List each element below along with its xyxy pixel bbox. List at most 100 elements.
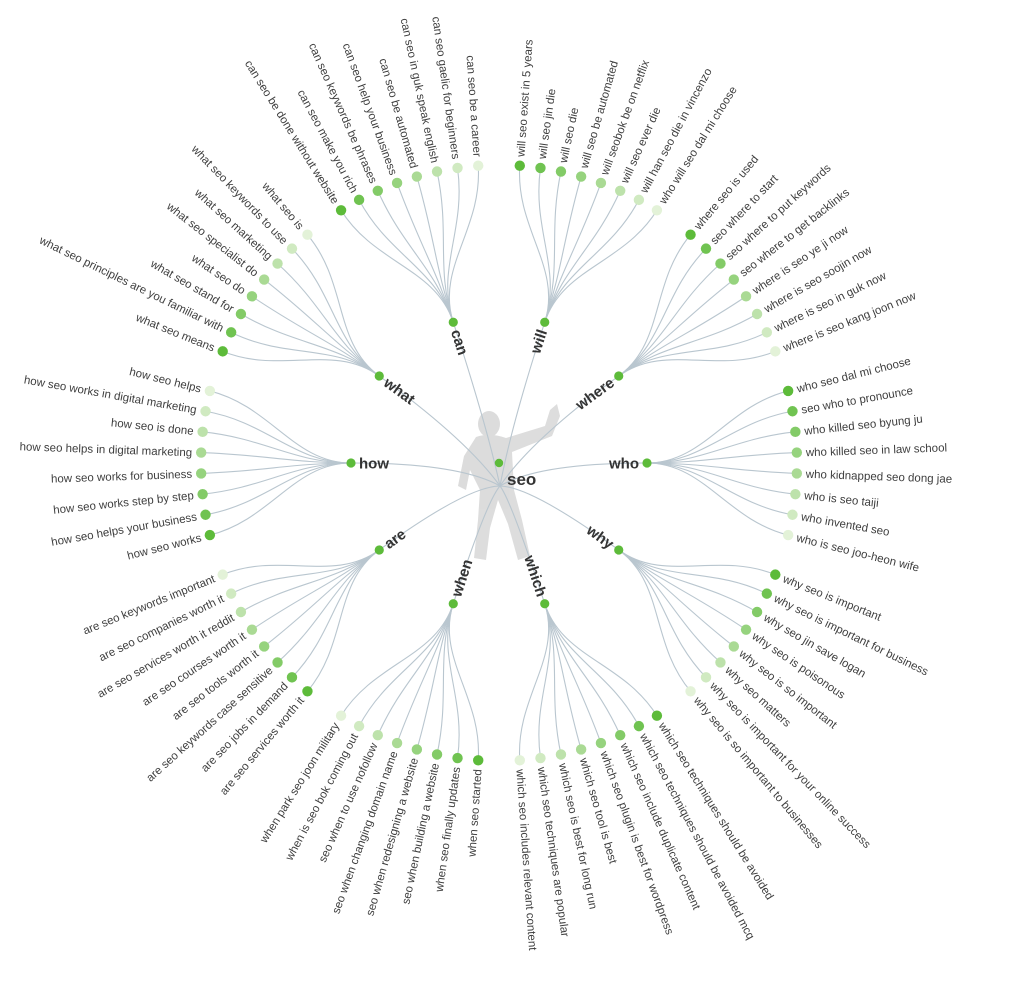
leaf-dot[interactable] <box>761 588 773 599</box>
leaf-dot[interactable] <box>200 509 211 520</box>
leaf-label[interactable]: will seo die <box>558 107 582 165</box>
leaf-dot[interactable] <box>770 346 781 357</box>
branch-label-can[interactable]: can <box>447 327 471 357</box>
leaf-dot[interactable] <box>195 468 207 479</box>
leaf-dot[interactable] <box>302 686 313 697</box>
leaf-dot[interactable] <box>391 177 403 189</box>
leaf-label[interactable]: when seo started <box>466 769 484 858</box>
leaf-dot[interactable] <box>633 194 645 206</box>
leaf-dot[interactable] <box>431 749 443 760</box>
root-dot[interactable] <box>494 458 504 468</box>
leaf-label[interactable]: who killed seo in law school <box>805 442 948 459</box>
leaf-dot[interactable] <box>751 308 763 320</box>
leaf-label[interactable]: can seo be a career <box>463 55 482 157</box>
leaf-dot[interactable] <box>372 185 383 196</box>
leaf-dot[interactable] <box>473 755 484 766</box>
leaf-dot[interactable] <box>200 406 211 417</box>
leaf-dot[interactable] <box>473 160 484 171</box>
branch-dot[interactable] <box>614 371 624 381</box>
leaf-dot[interactable] <box>197 488 208 500</box>
leaf-dot[interactable] <box>751 606 763 618</box>
leaf-dot[interactable] <box>782 385 794 397</box>
leaf-dot[interactable] <box>391 737 403 749</box>
branch-dot[interactable] <box>642 458 652 468</box>
leaf-label[interactable]: how seo is done <box>110 417 194 438</box>
leaf-dot[interactable] <box>452 752 463 764</box>
leaf-dot[interactable] <box>790 488 801 500</box>
branch-dot[interactable] <box>448 599 458 609</box>
branch-dot[interactable] <box>374 371 384 381</box>
branch-dot[interactable] <box>540 317 550 327</box>
leaf-dot[interactable] <box>225 588 237 599</box>
leaf-dot[interactable] <box>235 606 247 618</box>
leaf-dot[interactable] <box>258 641 270 652</box>
leaf-label[interactable]: how seo works for business <box>51 469 193 486</box>
leaf-label[interactable]: will seo jin die <box>537 88 559 161</box>
branch-label-where[interactable]: where <box>572 374 618 414</box>
branch-label-why[interactable]: why <box>582 521 617 553</box>
leaf-label[interactable]: how seo helps in digital marketing <box>19 441 192 459</box>
leaf-label[interactable]: how seo helps <box>128 366 202 395</box>
leaf-dot[interactable] <box>740 291 752 302</box>
leaf-dot[interactable] <box>197 426 208 438</box>
leaf-dot[interactable] <box>235 308 247 320</box>
leaf-dot[interactable] <box>728 274 740 285</box>
leaf-dot[interactable] <box>258 274 270 285</box>
branch-label-when[interactable]: when <box>448 557 476 600</box>
leaf-label[interactable]: when seo finally updates <box>434 766 464 894</box>
leaf-dot[interactable] <box>790 426 801 438</box>
leaf-label[interactable]: will seo exist in 5 years <box>515 39 535 158</box>
leaf-dot[interactable] <box>272 657 283 668</box>
leaf-dot[interactable] <box>225 327 237 338</box>
branch-dot[interactable] <box>540 599 550 609</box>
leaf-dot[interactable] <box>595 737 607 749</box>
leaf-dot[interactable] <box>791 447 803 458</box>
leaf-dot[interactable] <box>782 529 794 541</box>
branch-label-how[interactable]: how <box>359 455 389 472</box>
branch-dot[interactable] <box>614 545 624 555</box>
branch-label-which[interactable]: which <box>520 552 550 599</box>
leaf-dot[interactable] <box>787 406 798 417</box>
leaf-dot[interactable] <box>335 710 347 721</box>
leaf-dot[interactable] <box>651 205 663 216</box>
leaf-dot[interactable] <box>302 229 313 240</box>
leaf-dot[interactable] <box>761 327 773 338</box>
leaf-dot[interactable] <box>685 686 696 697</box>
leaf-dot[interactable] <box>651 710 663 721</box>
leaf-dot[interactable] <box>452 162 463 174</box>
branch-dot[interactable] <box>448 317 458 327</box>
leaf-dot[interactable] <box>217 346 228 357</box>
leaf-label[interactable]: who killed seo byung ju <box>803 414 924 438</box>
leaf-dot[interactable] <box>728 641 740 652</box>
leaf-dot[interactable] <box>335 205 347 216</box>
leaf-dot[interactable] <box>246 624 258 635</box>
leaf-dot[interactable] <box>700 672 712 683</box>
leaf-dot[interactable] <box>246 291 258 302</box>
leaf-dot[interactable] <box>353 720 365 732</box>
branch-label-are[interactable]: are <box>381 526 409 553</box>
branch-label-will[interactable]: will <box>527 327 551 356</box>
leaf-dot[interactable] <box>555 166 567 177</box>
leaf-dot[interactable] <box>740 624 752 635</box>
leaf-label[interactable]: how seo works <box>126 532 203 562</box>
leaf-dot[interactable] <box>633 720 645 732</box>
leaf-dot[interactable] <box>535 752 546 764</box>
leaf-dot[interactable] <box>514 160 525 171</box>
leaf-label[interactable]: which seo includes relevant content <box>513 768 538 952</box>
leaf-label[interactable]: why seo is important <box>780 573 883 624</box>
leaf-dot[interactable] <box>286 243 298 254</box>
leaf-dot[interactable] <box>555 749 567 760</box>
leaf-dot[interactable] <box>204 529 216 541</box>
leaf-dot[interactable] <box>615 185 626 196</box>
leaf-dot[interactable] <box>787 509 798 520</box>
leaf-label[interactable]: who kidnapped seo dong jae <box>805 469 953 486</box>
branch-dot[interactable] <box>346 458 356 468</box>
leaf-dot[interactable] <box>411 744 423 755</box>
leaf-label[interactable]: how seo works step by step <box>53 490 195 517</box>
leaf-dot[interactable] <box>770 569 781 580</box>
leaf-dot[interactable] <box>535 162 546 174</box>
leaf-dot[interactable] <box>715 657 726 668</box>
leaf-dot[interactable] <box>685 229 696 240</box>
leaf-dot[interactable] <box>272 258 283 269</box>
leaf-dot[interactable] <box>217 569 228 580</box>
